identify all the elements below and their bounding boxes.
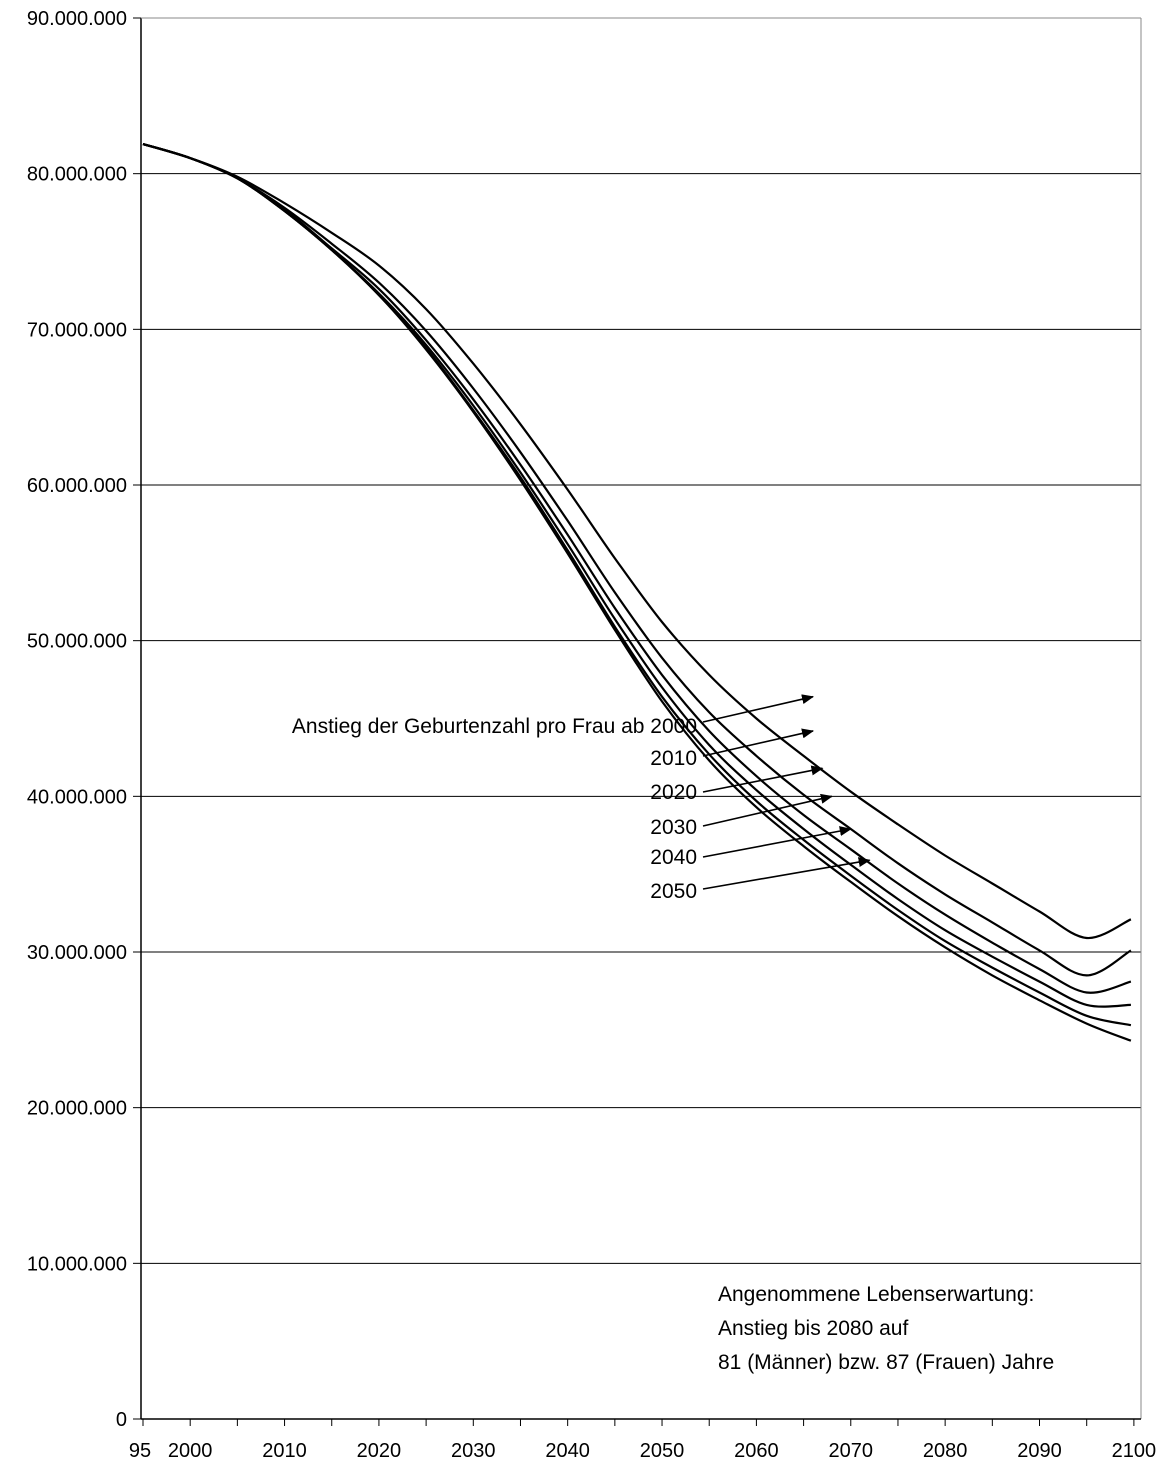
- series-line-5: [142, 143, 1132, 1027]
- annotation-arrow: [702, 694, 815, 723]
- x-tick-label: 2000: [168, 1440, 213, 1462]
- y-tick-label: 40.000.000: [27, 786, 127, 808]
- x-tick-label: 2010: [262, 1440, 307, 1462]
- annotation-arrow: [702, 793, 833, 827]
- note-line: 81 (Männer) bzw. 87 (Frauen) Jahre: [718, 1351, 1054, 1374]
- x-tick-label: 2030: [451, 1440, 496, 1462]
- annotation-label: 2050: [650, 880, 697, 903]
- annotation-label: 2020: [650, 781, 697, 804]
- y-tick-label: 90.000.000: [27, 8, 127, 30]
- annotation-label: 2040: [650, 846, 697, 869]
- x-tick-label: 2080: [923, 1440, 968, 1462]
- x-tick-label: 2050: [640, 1440, 685, 1462]
- y-tick-label: 30.000.000: [27, 942, 127, 964]
- y-tick-label: 60.000.000: [27, 475, 127, 497]
- y-tick-label: 10.000.000: [27, 1253, 127, 1275]
- x-tick-label: 2090: [1017, 1440, 1062, 1462]
- series-lines: [142, 143, 1132, 1042]
- x-tick-label: 2070: [829, 1440, 874, 1462]
- series-line-2: [142, 143, 1132, 977]
- annotation-label: 2030: [650, 816, 697, 839]
- annotation-arrow: [702, 857, 871, 890]
- annotation-label: 2010: [650, 747, 697, 770]
- annotation-arrow: [702, 728, 815, 757]
- y-tick-labels: 0 10.000.000 20.000.000 30.000.000 40.000.00…: [27, 8, 127, 1431]
- y-tick-label: 0: [116, 1409, 127, 1431]
- y-tick-label: 80.000.000: [27, 164, 127, 186]
- series-line-3: [142, 143, 1132, 994]
- x-tick-label: 95: [129, 1440, 151, 1462]
- series-line-6: [142, 143, 1132, 1042]
- x-tick-label: 2060: [734, 1440, 779, 1462]
- y-tick-label: 50.000.000: [27, 631, 127, 653]
- annotation-arrow: [702, 765, 824, 793]
- annotation-label: Anstieg der Geburtenzahl pro Frau ab 200…: [292, 715, 697, 738]
- series-line-1: [142, 143, 1132, 940]
- x-tick-label: 2020: [357, 1440, 402, 1462]
- note-line: Angenommene Lebenserwartung:: [718, 1283, 1034, 1306]
- life-expectancy-note: Angenommene Lebenserwartung: Anstieg bis …: [718, 1283, 1054, 1374]
- annotations: Anstieg der Geburtenzahl pro Frau ab 200…: [292, 694, 871, 903]
- x-tick-label: 2040: [545, 1440, 590, 1462]
- y-tick-label: 70.000.000: [27, 319, 127, 341]
- x-tick-label: 2100: [1112, 1440, 1157, 1462]
- gridlines: [141, 173, 1141, 1264]
- axes: [133, 17, 1142, 1426]
- x-tick-labels: 95 2000 2010 2020 2030 2040 2050 2060 2070 2080 20…: [129, 1440, 1156, 1462]
- y-tick-label: 20.000.000: [27, 1098, 127, 1120]
- note-line: Anstieg bis 2080 auf: [718, 1317, 908, 1340]
- annotation-arrow: [702, 826, 852, 858]
